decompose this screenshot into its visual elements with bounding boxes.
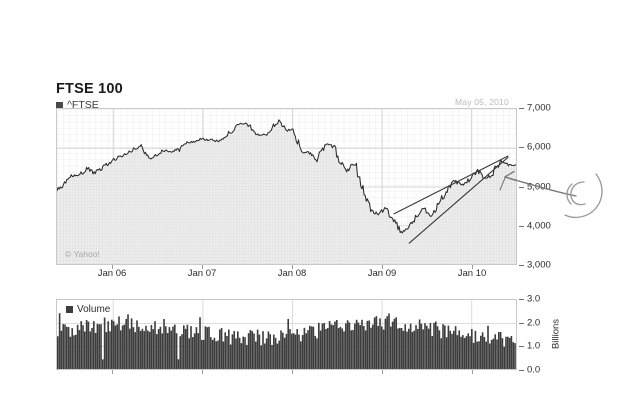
x-tick-label: Jan 06	[97, 268, 127, 279]
price-y-tickmark	[519, 187, 524, 188]
volume-axis-title: Billions	[550, 318, 562, 350]
price-x-tickmark	[472, 265, 473, 269]
volume-y-tick-label: 0.0	[527, 364, 541, 376]
volume-legend-swatch-icon	[66, 306, 73, 313]
x-tick-label: Jan 09	[367, 268, 397, 279]
price-y-tick-label: 7,000	[527, 102, 551, 114]
price-y-tick-label: 5,000	[527, 181, 551, 192]
volume-legend: Volume	[64, 304, 113, 315]
volume-x-tickmark	[472, 370, 473, 374]
price-series-svg	[57, 109, 516, 264]
x-tick-label: Jan 08	[277, 268, 307, 279]
volume-y-tickmark	[519, 299, 524, 300]
volume-y-tickmark	[519, 346, 524, 347]
volume-plot-area: Volume	[56, 299, 517, 370]
price-y-tick-label: 6,000	[527, 141, 551, 153]
price-y-tickmark	[519, 108, 524, 109]
price-x-tickmark	[202, 265, 203, 269]
volume-x-tickmark	[112, 370, 113, 374]
volume-series-svg	[57, 300, 516, 369]
volume-y-tick-label: 2.0	[527, 317, 541, 329]
handdrawn-mark-c-icon	[564, 173, 603, 219]
x-tick-label: Jan 07	[187, 268, 217, 279]
volume-x-tickmark	[202, 370, 203, 374]
price-y-tick-label: 4,000	[527, 220, 551, 232]
price-x-tickmark	[292, 265, 293, 269]
volume-legend-label: Volume	[77, 304, 111, 315]
volume-y-tick-label: 1.0	[527, 340, 541, 352]
chart-title: FTSE 100	[56, 81, 123, 97]
volume-y-tickmark	[519, 370, 524, 371]
price-y-tickmark	[519, 147, 524, 148]
price-plot-area: © Yahoo!	[56, 108, 517, 265]
price-y-tickmark	[519, 226, 524, 227]
volume-y-tick-label: 3.0	[527, 293, 541, 305]
volume-x-tickmark	[382, 370, 383, 374]
volume-x-tickmark	[292, 370, 293, 374]
price-y-tickmark	[519, 265, 524, 266]
as-of-date: May 05, 2010	[455, 97, 509, 107]
volume-y-tickmark	[519, 323, 524, 324]
price-y-tick-label: 3,000	[527, 259, 551, 271]
price-x-tickmark	[382, 265, 383, 269]
price-x-tickmark	[112, 265, 113, 269]
x-tick-label: Jan 10	[457, 268, 487, 279]
price-legend-swatch-icon	[56, 101, 63, 109]
